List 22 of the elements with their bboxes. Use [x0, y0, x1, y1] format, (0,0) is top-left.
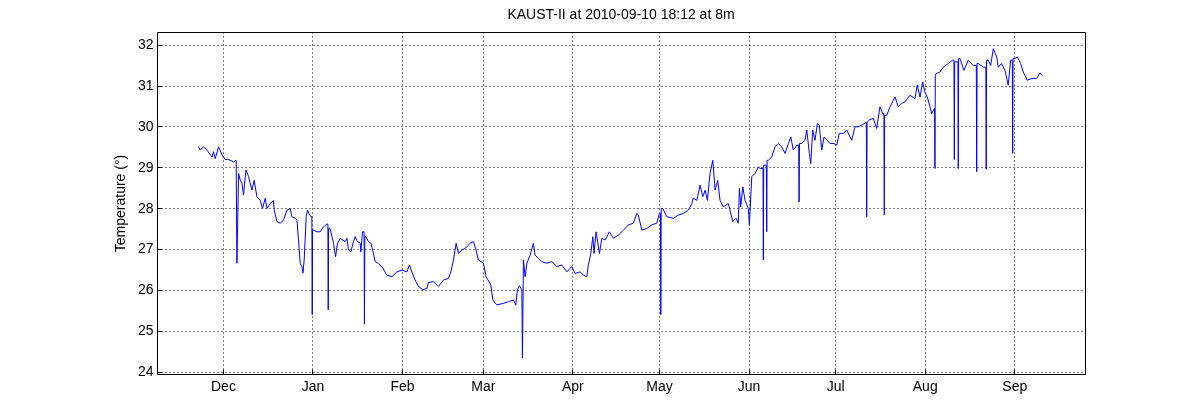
chart-title: KAUST-II at 2010-09-10 18:12 at 8m	[507, 6, 735, 22]
x-tick-label: Sep	[1002, 377, 1028, 394]
x-tick-label: Jan	[301, 377, 325, 394]
x-tick-label: May	[646, 377, 673, 394]
y-tick-label: 24	[137, 363, 154, 380]
y-tick-label: 27	[137, 240, 154, 257]
y-tick-label: 26	[137, 281, 154, 298]
y-axis-title: Temperature (°)	[111, 154, 128, 253]
x-tick-label: Jul	[826, 377, 845, 394]
x-tick-label: Feb	[390, 377, 415, 394]
y-tick-label: 31	[137, 77, 154, 94]
x-tick-label: Jun	[737, 377, 761, 394]
line-series	[198, 48, 1043, 359]
y-tick-label: 32	[137, 36, 154, 53]
x-tick-label: Aug	[912, 377, 938, 394]
y-tick-label: 28	[137, 199, 154, 216]
y-tick-label: 29	[137, 158, 154, 175]
x-tick-label: Mar	[471, 377, 496, 394]
x-tick-label: Apr	[561, 377, 585, 394]
y-tick-label: 25	[137, 322, 154, 339]
y-tick-label: 30	[137, 117, 154, 134]
x-tick-label: Dec	[210, 377, 236, 394]
